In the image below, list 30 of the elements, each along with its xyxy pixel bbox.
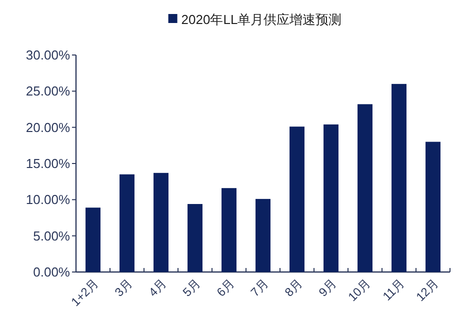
- x-tick-label: 9月: [316, 276, 340, 300]
- x-tick-label: 12月: [413, 276, 442, 304]
- bar: [188, 204, 202, 272]
- bar: [392, 84, 406, 272]
- y-tick-label: 5.00%: [33, 228, 70, 244]
- bar: [426, 142, 440, 272]
- x-tick-label: 11月: [380, 276, 408, 304]
- bar: [256, 198, 270, 272]
- y-tick-label: 25.00%: [26, 84, 70, 99]
- x-tick-label: 1+2月: [68, 276, 102, 310]
- x-tick-label: 6月: [214, 276, 238, 300]
- x-tick-label: 5月: [180, 276, 204, 300]
- y-tick-label: 20.00%: [26, 120, 70, 135]
- x-tick-label: 10月: [345, 276, 374, 304]
- x-tick-label: 8月: [282, 276, 306, 300]
- bar: [154, 172, 168, 272]
- bar: [222, 188, 236, 272]
- x-tick-label: 7月: [248, 276, 272, 300]
- bar: [86, 208, 100, 272]
- y-tick-label: 10.00%: [26, 192, 70, 208]
- bar: [290, 126, 304, 272]
- bar: [324, 124, 338, 272]
- y-tick-label: 30.00%: [26, 48, 70, 62]
- x-tick-label: 3月: [112, 276, 136, 300]
- bar: [358, 104, 372, 272]
- y-tick-label: 15.00%: [26, 156, 70, 171]
- y-tick-label: 0.00%: [33, 264, 70, 280]
- x-tick-label: 4月: [146, 276, 170, 300]
- legend-label: 2020年LL单月供应增速预测: [181, 12, 342, 27]
- bar: [120, 174, 134, 272]
